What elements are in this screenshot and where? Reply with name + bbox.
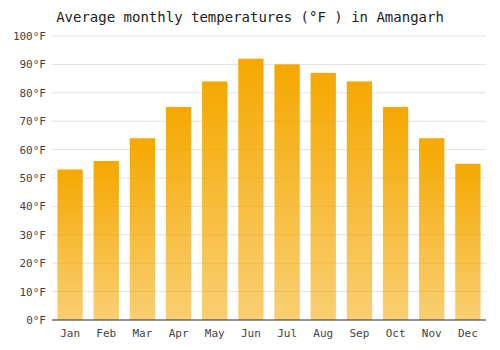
y-tick-label: 60°F <box>20 144 47 157</box>
y-tick-label: 20°F <box>20 257 47 270</box>
bar <box>347 81 372 320</box>
y-tick-label: 90°F <box>20 58 47 71</box>
x-tick-label: Oct <box>386 327 406 340</box>
grid-line <box>52 121 486 122</box>
grid-line <box>52 36 486 37</box>
x-tick-label: Apr <box>169 327 189 340</box>
x-tick-label: Feb <box>96 327 116 340</box>
x-tick-label: Sep <box>349 327 369 340</box>
y-axis: 0°F 10°F 20°F 30°F 40°F 50°F 60°F 70°F 80°F 90°F 1… <box>13 30 46 327</box>
bar <box>202 81 227 320</box>
bar <box>383 107 408 320</box>
grid <box>52 36 486 320</box>
bar <box>130 138 155 320</box>
x-tick-label: May <box>205 327 225 340</box>
y-tick-label: 0°F <box>26 314 46 327</box>
y-tick-label: 40°F <box>20 200 47 213</box>
x-axis-line <box>52 320 486 321</box>
bar <box>94 161 119 320</box>
x-tick-label: Aug <box>313 327 333 340</box>
grid-line <box>52 320 486 321</box>
y-tick-label: 30°F <box>20 229 47 242</box>
x-tick-label: Jul <box>277 327 297 340</box>
bar <box>311 73 336 320</box>
y-tick-label: 70°F <box>20 115 47 128</box>
title: Average monthly temperatures (°F ) in Am… <box>56 9 444 25</box>
y-tick-label: 50°F <box>20 172 47 185</box>
bar <box>274 64 299 320</box>
chart: Average monthly temperatures (°F ) in Am… <box>0 0 500 350</box>
x-tick-label: Dec <box>458 327 478 340</box>
bar <box>455 164 480 320</box>
bar <box>419 138 444 320</box>
x-tick-label: Jun <box>241 327 261 340</box>
x-tick-label: Jan <box>60 327 80 340</box>
bar <box>166 107 191 320</box>
y-tick-label: 10°F <box>20 286 47 299</box>
bar <box>57 169 82 320</box>
y-tick-label: 80°F <box>20 87 47 100</box>
bars <box>57 59 480 320</box>
grid-line <box>52 64 486 65</box>
y-tick-label: 100°F <box>13 30 46 43</box>
x-tick-label: Mar <box>132 327 152 340</box>
x-tick-label: Nov <box>422 327 442 340</box>
grid-line <box>52 92 486 93</box>
x-axis: Jan Feb Mar Apr May Jun Jul Aug Sep Oct Nov Dec <box>52 320 486 340</box>
bar <box>238 59 263 320</box>
